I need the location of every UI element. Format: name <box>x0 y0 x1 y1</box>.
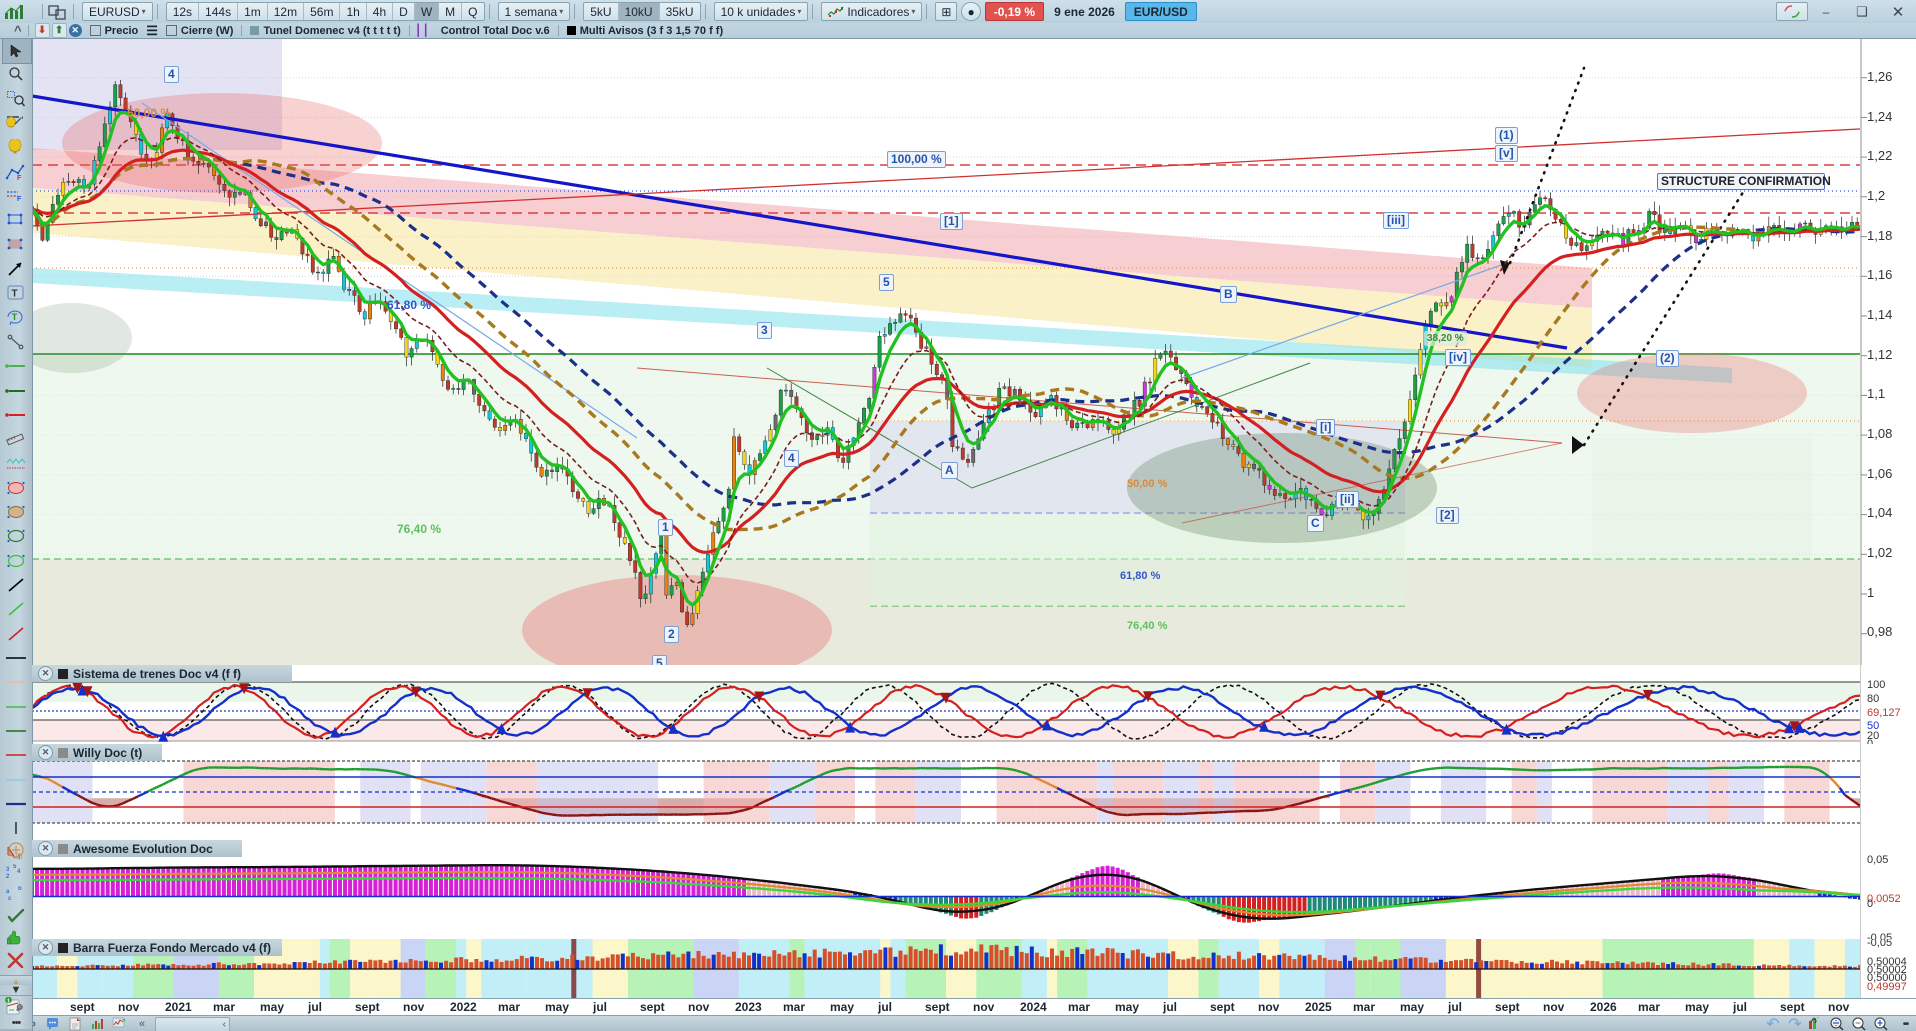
svg-text:b: b <box>18 886 22 892</box>
svg-text:c: c <box>8 896 12 902</box>
svg-text:F: F <box>17 175 22 180</box>
svg-text:F: F <box>17 196 22 202</box>
svg-text:4: 4 <box>17 869 21 875</box>
svg-text:T: T <box>12 289 18 300</box>
svg-text:1: 1 <box>7 998 10 1004</box>
svg-text:2: 2 <box>6 874 10 880</box>
svg-text:T: T <box>12 312 18 322</box>
svg-text:3: 3 <box>6 867 10 873</box>
svg-text:a: a <box>6 889 10 895</box>
